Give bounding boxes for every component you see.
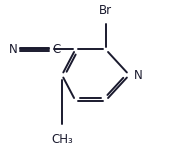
Text: C: C (53, 43, 61, 56)
Text: Br: Br (99, 4, 112, 17)
Text: CH₃: CH₃ (51, 133, 73, 146)
Text: N: N (133, 69, 142, 81)
Text: N: N (9, 43, 17, 56)
